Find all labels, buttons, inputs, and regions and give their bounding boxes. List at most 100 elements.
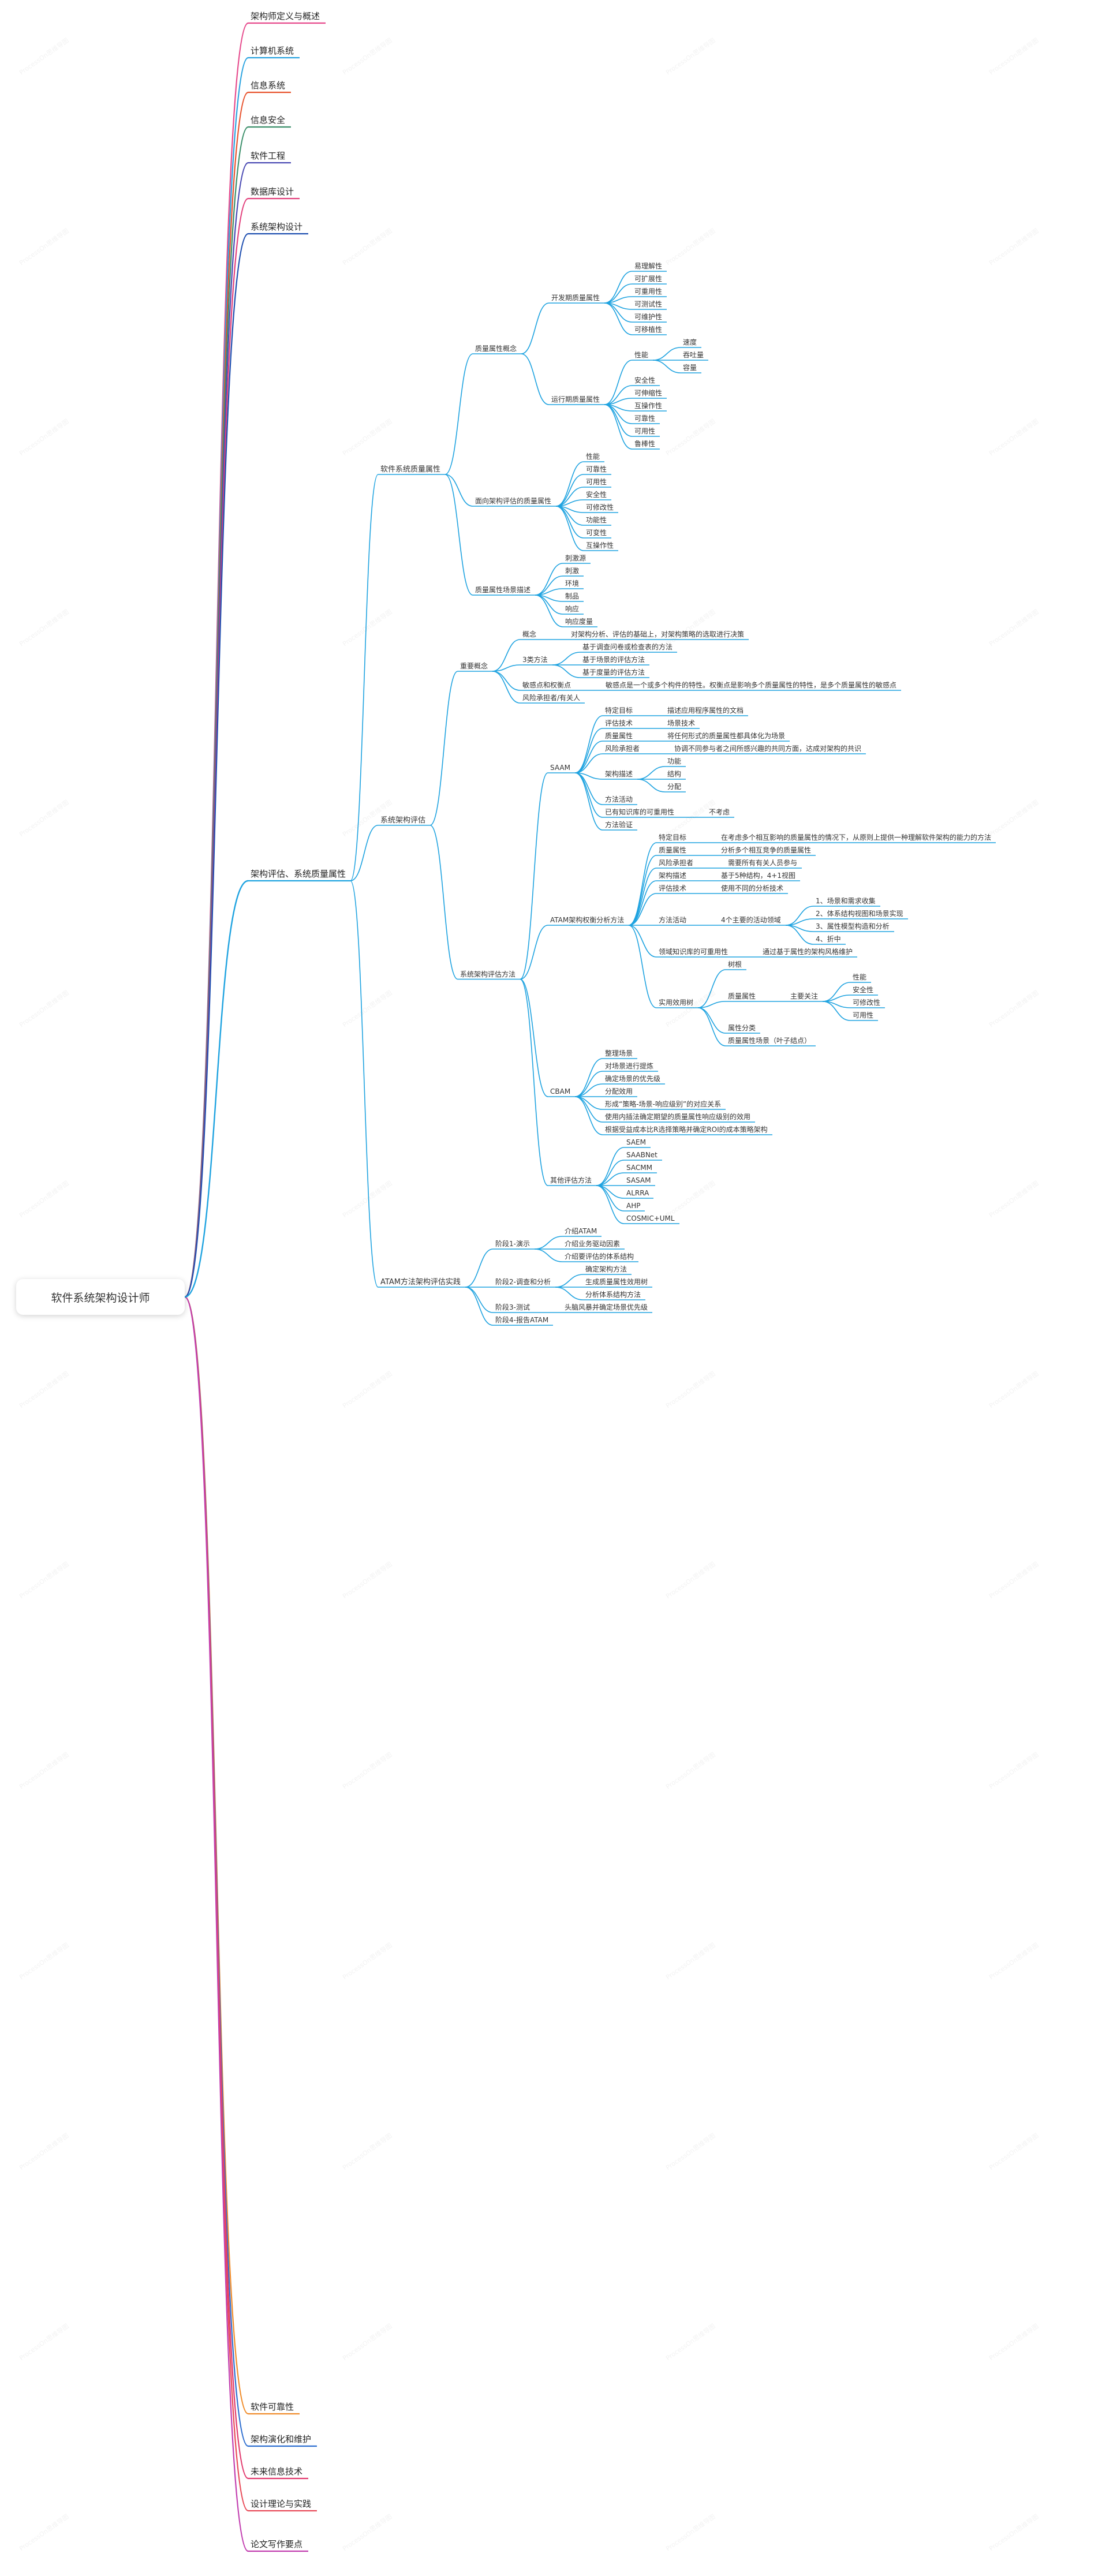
branch-8[interactable]: 软件可靠性 — [251, 2402, 294, 2412]
mindmap-node[interactable]: 头脑风暴并确定场景优先级 — [565, 1303, 648, 1311]
mindmap-node[interactable]: 刺激源 — [565, 554, 586, 562]
mindmap-node[interactable]: 安全性 — [634, 376, 656, 384]
mindmap-node[interactable]: 速度 — [683, 338, 697, 346]
mindmap-node[interactable]: 可伸缩性 — [634, 389, 663, 397]
mindmap-node[interactable]: 运行期质量属性 — [551, 395, 600, 403]
mindmap-node[interactable]: 基于调查问卷或检查表的方法 — [582, 643, 673, 651]
mindmap-node[interactable]: 3类方法 — [522, 656, 548, 664]
mindmap-node[interactable]: 互操作性 — [586, 541, 614, 549]
mindmap-node[interactable]: 3、属性模型构造和分析 — [816, 922, 890, 930]
mindmap-node[interactable]: 可靠性 — [586, 465, 607, 473]
mindmap-node[interactable]: 安全性 — [853, 986, 874, 994]
mindmap-node[interactable]: CBAM — [550, 1087, 571, 1096]
mindmap-node[interactable]: 4个主要的活动领域 — [721, 916, 781, 924]
mindmap-node[interactable]: 互操作性 — [634, 402, 663, 410]
mindmap-node[interactable]: 分配 — [667, 783, 682, 791]
root-node[interactable]: 软件系统架构设计师 — [16, 1279, 185, 1315]
mindmap-node[interactable]: 可修改性 — [853, 999, 881, 1007]
mindmap-node[interactable]: 性能 — [586, 453, 600, 461]
mindmap-node[interactable]: 风险承担者/有关人 — [522, 694, 581, 702]
mindmap-node[interactable]: 主要关注 — [790, 992, 819, 1000]
mindmap-node[interactable]: ATAM架构权衡分析方法 — [550, 916, 625, 924]
mindmap-node[interactable]: 领域知识库的可重用性 — [659, 948, 729, 956]
mindmap-node[interactable]: 软件系统质量属性 — [380, 465, 441, 474]
mindmap-node[interactable]: 描述应用程序属性的文档 — [667, 706, 744, 715]
mindmap-node[interactable]: 方法活动 — [659, 916, 687, 924]
mindmap-node[interactable]: 质量属性 — [659, 846, 687, 854]
mindmap-node[interactable]: 树根 — [728, 960, 742, 969]
mindmap-node[interactable]: ALRRA — [626, 1189, 649, 1197]
mindmap-node[interactable]: 特定目标 — [659, 833, 687, 842]
mindmap-node[interactable]: 性能 — [634, 351, 649, 359]
mindmap-node[interactable]: SASAM — [626, 1176, 651, 1184]
mindmap-node[interactable]: 可测试性 — [634, 300, 663, 308]
mindmap-node[interactable]: 质量属性概念 — [475, 345, 517, 353]
mindmap-node[interactable]: 对架构分析、评估的基础上，对架构策略的选取进行决策 — [571, 630, 745, 638]
mindmap-node[interactable]: 功能性 — [586, 516, 607, 524]
mindmap-node[interactable]: 分析体系结构方法 — [585, 1291, 641, 1299]
mindmap-node[interactable]: 质量属性 — [728, 992, 756, 1000]
branch-4[interactable]: 软件工程 — [251, 151, 286, 161]
branch-11[interactable]: 设计理论与实践 — [251, 2499, 312, 2509]
mindmap-node[interactable]: 需要所有有关人员参与 — [728, 859, 798, 867]
mindmap-node[interactable]: 可修改性 — [586, 503, 614, 511]
mindmap-node[interactable]: 形成“策略-场景-响应级别”的对应关系 — [605, 1100, 722, 1108]
mindmap-node[interactable]: 可扩展性 — [634, 275, 663, 283]
mindmap-node[interactable]: 风险承担者 — [659, 859, 694, 867]
mindmap-node[interactable]: ATAM方法架构评估实践 — [380, 1278, 461, 1287]
mindmap-node[interactable]: 可变性 — [586, 529, 607, 537]
mindmap-node[interactable]: 吞吐量 — [683, 351, 704, 359]
mindmap-node[interactable]: 概念 — [522, 630, 537, 638]
mindmap-node[interactable]: 不考虑 — [709, 808, 730, 816]
mindmap-node[interactable]: 根据受益成本比R选择策略并确定ROI的成本策略架构 — [605, 1126, 768, 1134]
mindmap-node[interactable]: 敏感点是一个或多个构件的特性。权衡点是影响多个质量属性的特性，是多个质量属性的敏… — [606, 681, 897, 689]
branch-1[interactable]: 计算机系统 — [251, 46, 294, 56]
mindmap-node[interactable]: 安全性 — [586, 491, 607, 499]
mindmap-node[interactable]: 评估技术 — [659, 884, 687, 892]
mindmap-node[interactable]: 可用性 — [634, 427, 656, 435]
mindmap-node[interactable]: 基于度量的评估方法 — [582, 668, 645, 676]
mindmap-node[interactable]: 可用性 — [853, 1011, 874, 1019]
mindmap-node[interactable]: 系统架构评估 — [380, 816, 426, 825]
mindmap-node[interactable]: 基于场景的评估方法 — [582, 656, 645, 664]
mindmap-node[interactable]: 系统架构评估方法 — [460, 970, 516, 978]
mindmap-node[interactable]: 属性分类 — [728, 1024, 756, 1032]
mindmap-node[interactable]: 质量属性 — [605, 732, 633, 740]
mindmap-node[interactable]: 容量 — [683, 364, 697, 372]
mindmap-node[interactable]: 结构 — [667, 770, 682, 778]
mindmap-node[interactable]: 协调不同参与者之间所感兴趣的共同方面，达成对架构的共识 — [674, 745, 862, 753]
mindmap-node[interactable]: 可移植性 — [634, 326, 663, 334]
mindmap-node[interactable]: COSMIC+UML — [626, 1214, 675, 1222]
mindmap-node[interactable]: 2、体系结构视图和场景实现 — [816, 910, 903, 918]
mindmap-node[interactable]: 分析多个相互竞争的质量属性 — [721, 846, 812, 854]
mindmap-node[interactable]: 鲁棒性 — [634, 440, 656, 448]
mindmap-node[interactable]: 响应度量 — [565, 618, 593, 626]
mindmap-node[interactable]: 可用性 — [586, 478, 607, 486]
mindmap-node[interactable]: 功能 — [667, 757, 682, 765]
mindmap-node[interactable]: 整理场景 — [605, 1049, 633, 1057]
branch-12[interactable]: 论文写作要点 — [251, 2539, 303, 2549]
mindmap-node[interactable]: SAAM — [550, 764, 570, 772]
mindmap-node[interactable]: 介绍ATAM — [565, 1227, 597, 1235]
mindmap-node[interactable]: 架构描述 — [605, 770, 633, 778]
mindmap-node[interactable]: 质量属性场景描述 — [475, 586, 531, 594]
mindmap-node[interactable]: 阶段2-调查和分析 — [495, 1278, 551, 1286]
mindmap-node[interactable]: 可维护性 — [634, 313, 663, 321]
branch-0[interactable]: 架构师定义与概述 — [251, 11, 320, 21]
mindmap-node[interactable]: SAABNet — [626, 1151, 658, 1159]
mindmap-node[interactable]: 使用内插法确定期望的质量属性响应级别的效用 — [605, 1113, 751, 1121]
mindmap-node[interactable]: 方法验证 — [605, 821, 633, 829]
mindmap-node[interactable]: 响应 — [565, 605, 580, 613]
mindmap-node[interactable]: 通过基于属性的架构风格维护 — [763, 948, 853, 956]
mindmap-node[interactable]: 特定目标 — [605, 706, 633, 715]
mindmap-node[interactable]: 可靠性 — [634, 414, 656, 423]
mindmap-node[interactable]: 阶段3-测试 — [495, 1303, 530, 1311]
mindmap-node[interactable]: 方法活动 — [605, 795, 633, 803]
mindmap-node[interactable]: 环境 — [565, 579, 580, 588]
mindmap-node[interactable]: 生成质量属性效用树 — [585, 1278, 648, 1286]
mindmap-node[interactable]: 使用不同的分析技术 — [721, 884, 784, 892]
branch-5[interactable]: 数据库设计 — [251, 186, 294, 197]
mindmap-node[interactable]: 评估技术 — [605, 719, 633, 727]
mindmap-node[interactable]: 已有知识库的可重用性 — [605, 808, 675, 816]
branch-10[interactable]: 未来信息技术 — [251, 2466, 303, 2477]
